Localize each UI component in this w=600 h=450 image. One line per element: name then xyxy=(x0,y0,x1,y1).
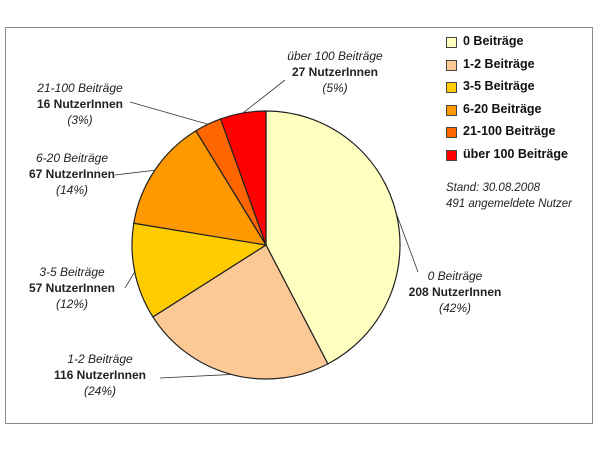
leader-line-2 xyxy=(124,271,136,289)
slice-label-5: über 100 Beiträge 27 NutzerInnen (5%) xyxy=(275,48,395,96)
slice-label-4-category: 21-100 Beiträge xyxy=(37,81,123,95)
leader-line-4 xyxy=(129,101,209,125)
note-users: 491 angemeldete Nutzer xyxy=(446,198,572,210)
legend-swatch-2 xyxy=(446,82,457,93)
slice-label-4-count: 16 NutzerInnen xyxy=(36,97,123,111)
slice-label-0-count: 208 NutzerInnen xyxy=(408,285,502,299)
slice-label-2-category: 3-5 Beiträge xyxy=(39,265,105,279)
legend-swatch-3 xyxy=(446,104,457,116)
slice-label-4: 21-100 Beiträge 16 NutzerInnen (3%) xyxy=(20,80,140,128)
slice-label-1: 1-2 Beiträge 116 NutzerInnen (24%) xyxy=(40,351,160,399)
slice-label-3-category: 6-20 Beiträge xyxy=(35,151,109,165)
pie-slice-0 xyxy=(265,110,401,365)
note-date: Stand: 30.08.2008 xyxy=(446,182,540,194)
legend-label-5: über 100 Beiträge xyxy=(463,146,568,161)
slice-label-5-count: 27 NutzerInnen xyxy=(291,65,378,79)
pie-slice-5 xyxy=(219,110,267,246)
legend-label-4: 21-100 Beiträge xyxy=(463,124,556,138)
leader-line-5 xyxy=(242,79,286,114)
slice-label-3-percent: (14%) xyxy=(55,183,88,197)
slice-label-1-percent: (24%) xyxy=(83,384,116,398)
legend-label-1: 1-2 Beiträge xyxy=(463,56,535,71)
slice-label-1-category: 1-2 Beiträge xyxy=(67,352,133,366)
slice-label-2: 3-5 Beiträge 57 NutzerInnen (12%) xyxy=(12,264,132,312)
legend-swatch-4 xyxy=(446,127,457,138)
slice-label-2-count: 57 NutzerInnen xyxy=(28,281,115,295)
legend-swatch-5 xyxy=(446,149,457,161)
legend-label-3: 6-20 Beiträge xyxy=(463,101,542,116)
legend-swatch-1 xyxy=(446,59,457,71)
slice-label-5-percent: (5%) xyxy=(322,81,348,95)
pie-slice-1 xyxy=(152,244,329,380)
legend-swatch-0 xyxy=(446,37,457,48)
legend-label-2: 3-5 Beiträge xyxy=(463,79,535,93)
pie-slice-2 xyxy=(131,222,268,318)
slice-label-5-category: über 100 Beiträge xyxy=(287,49,383,63)
slice-label-1-count: 116 NutzerInnen xyxy=(53,368,147,382)
leader-line-1 xyxy=(159,374,232,379)
slice-label-0-percent: (42%) xyxy=(438,301,471,315)
slice-label-0: 0 Beiträge 208 NutzerInnen (42%) xyxy=(395,268,515,316)
slice-label-4-percent: (3%) xyxy=(67,113,93,127)
legend-label-0: 0 Beiträge xyxy=(463,34,524,48)
slice-label-2-percent: (12%) xyxy=(55,297,88,311)
slice-label-3: 6-20 Beiträge 67 NutzerInnen (14%) xyxy=(12,150,132,198)
chart-note: Stand: 30.08.2008 491 angemeldete Nutzer xyxy=(446,180,572,212)
leader-line-0 xyxy=(395,213,419,273)
leader-line-3 xyxy=(114,169,155,176)
slice-label-0-category: 0 Beiträge xyxy=(427,269,483,283)
slice-label-3-count: 67 NutzerInnen xyxy=(28,167,115,181)
